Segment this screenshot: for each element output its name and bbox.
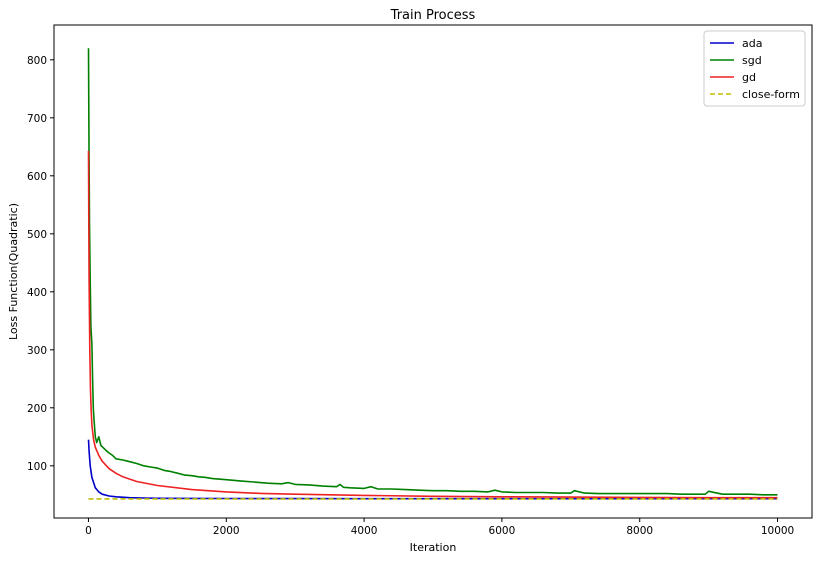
legend-label-ada: ada — [742, 37, 762, 50]
y-tick-label: 300 — [27, 345, 47, 357]
legend-label-gd: gd — [742, 71, 756, 84]
x-tick-label: 6000 — [489, 525, 516, 537]
series-line-ada — [87, 439, 778, 500]
x-tick-label: 10000 — [761, 525, 794, 537]
y-tick-label: 600 — [27, 171, 47, 183]
plot-area: 0 2000 4000 6000 8000 10000 100 200 300 400 500 600… — [27, 24, 813, 537]
y-axis-label: Loss Function(Quadratic) — [7, 203, 20, 340]
y-tick-label: 700 — [27, 113, 47, 125]
chart-title: Train Process — [390, 8, 476, 23]
x-tick-label: 2000 — [213, 525, 240, 537]
series-line-gd — [87, 150, 778, 499]
x-tick-label: 0 — [85, 525, 92, 537]
legend-label-close-form: close-form — [742, 88, 800, 101]
x-axis-label: Iteration — [410, 541, 457, 554]
legend-box — [703, 30, 806, 107]
y-tick-label: 200 — [27, 403, 47, 415]
plot-frame — [53, 24, 813, 519]
legend: ada sgd gd close-form — [703, 30, 806, 107]
y-tick-label: 800 — [27, 55, 47, 67]
legend-label-sgd: sgd — [742, 54, 762, 67]
y-tick-label: 500 — [27, 229, 47, 241]
y-tick-label: 100 — [27, 461, 47, 473]
x-tick-label: 4000 — [351, 525, 378, 537]
series-line-sgd — [87, 48, 778, 496]
y-tick-label: 400 — [27, 287, 47, 299]
x-tick-label: 8000 — [626, 525, 653, 537]
